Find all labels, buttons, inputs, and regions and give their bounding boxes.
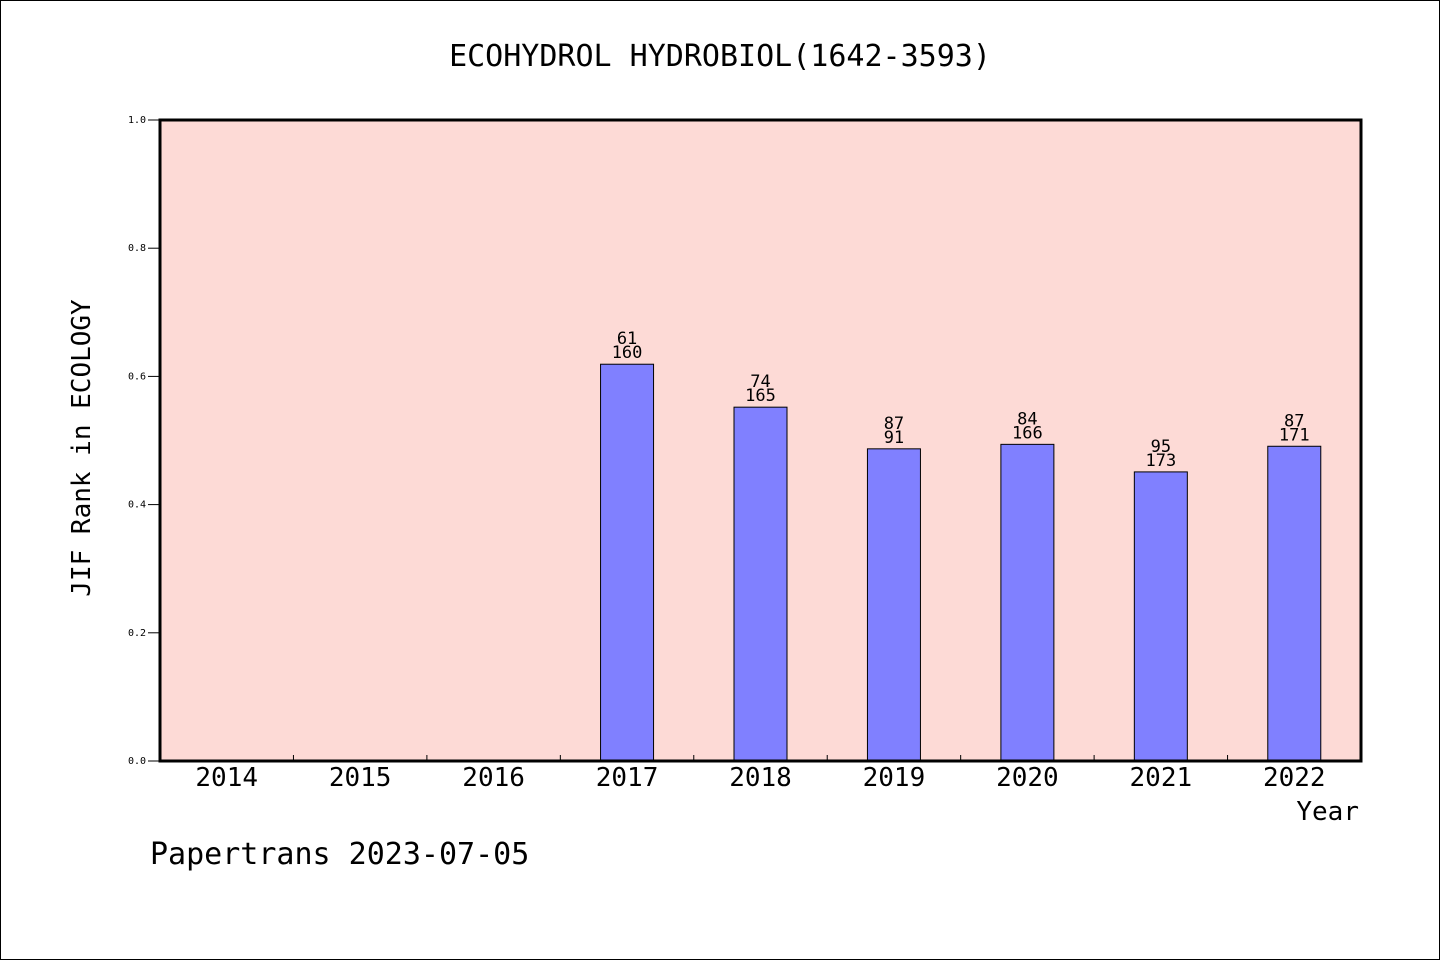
y-axis-label: JIF Rank in ECOLOGY: [67, 299, 97, 597]
bar: [1267, 445, 1322, 762]
bar-label-rank: 61: [617, 329, 637, 349]
bar-label-total: 171: [1279, 425, 1310, 445]
footer-text: Papertrans 2023-07-05: [150, 837, 529, 872]
x-tick-label: 2018: [729, 763, 792, 793]
x-tick-label: 2020: [996, 763, 1059, 793]
x-tick-label: 2017: [596, 763, 659, 793]
x-axis: 2014 2015 2016 2017 2018 2019 2020 2021 2022: [195, 755, 1326, 793]
bars: [600, 363, 1322, 762]
plot-border: [158, 118, 1363, 763]
bar-label-total: 173: [1145, 451, 1176, 471]
y-axis: 0.0 0.2 0.4 0.6 0.8 1.0: [128, 115, 160, 767]
bar-label-rank: 95: [1151, 437, 1171, 457]
y-tick-label: 0.0: [128, 756, 146, 767]
x-tick-label: 2019: [863, 763, 926, 793]
bar-label-total: 166: [1012, 423, 1043, 443]
y-tick-label: 0.4: [128, 500, 146, 511]
x-tick-label: 2015: [329, 763, 392, 793]
bar-label-rank: 87: [884, 414, 904, 434]
bar: [733, 406, 788, 762]
bar: [866, 448, 921, 762]
y-tick-label: 0.8: [128, 243, 146, 254]
x-axis-label: Year: [1296, 797, 1359, 827]
x-tick-label: 2016: [462, 763, 525, 793]
x-tick-label: 2022: [1263, 763, 1326, 793]
x-tick-label: 2014: [195, 763, 258, 793]
x-tick-label: 2021: [1130, 763, 1193, 793]
bar-label-total: 165: [745, 386, 776, 406]
y-tick-label: 0.2: [128, 628, 146, 639]
bar-label-rank: 74: [750, 372, 770, 392]
y-tick-label: 1.0: [128, 115, 146, 126]
bar: [600, 363, 655, 762]
bar: [1133, 471, 1188, 762]
bar-label-total: 160: [612, 343, 643, 363]
bar-label-rank: 87: [1284, 411, 1304, 431]
y-tick-label: 0.6: [128, 371, 146, 382]
chart-title: ECOHYDROL HYDROBIOL(1642-3593): [449, 39, 991, 74]
bar-label-rank: 84: [1017, 409, 1037, 429]
bar: [1000, 443, 1055, 762]
bar-label-total: 91: [884, 428, 904, 448]
